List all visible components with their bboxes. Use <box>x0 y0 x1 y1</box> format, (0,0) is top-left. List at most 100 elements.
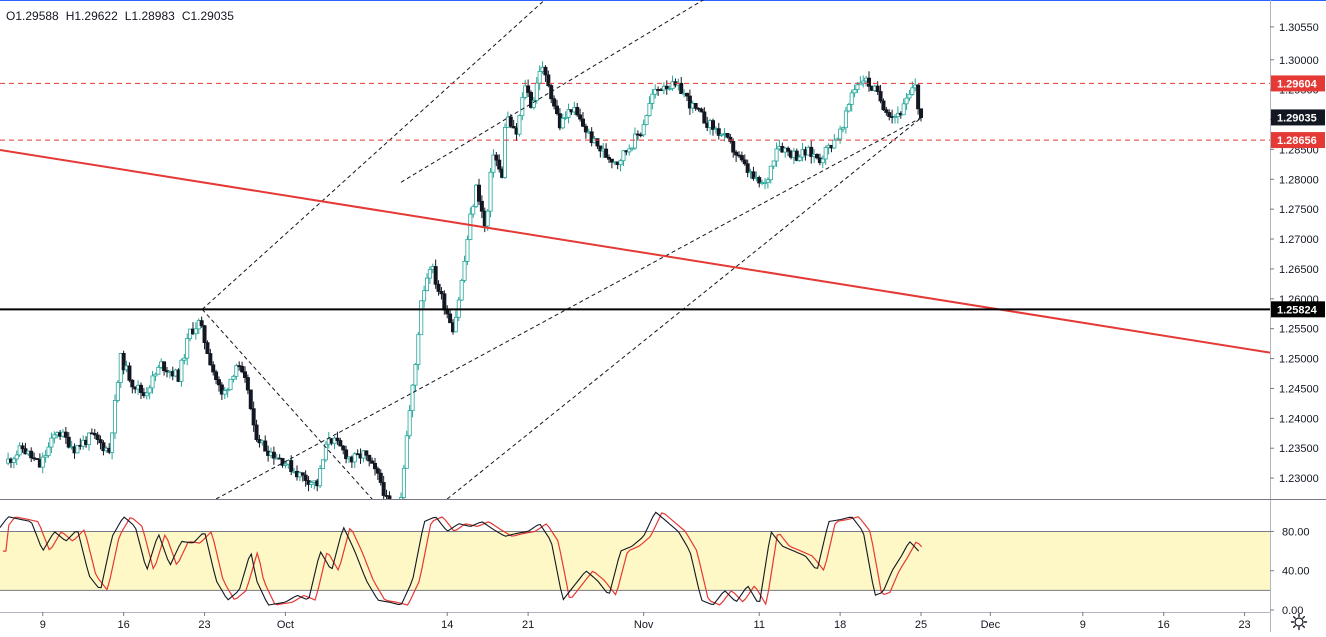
candle <box>228 378 233 391</box>
candle-body <box>575 106 580 116</box>
candle <box>520 92 525 121</box>
candle-body <box>424 277 429 292</box>
candle <box>352 452 357 469</box>
channel-line-3 <box>215 116 923 499</box>
candle-body <box>823 147 828 160</box>
candle-body <box>459 280 464 301</box>
candle <box>242 366 247 383</box>
candle-body <box>92 432 97 436</box>
candle <box>687 89 692 115</box>
candle-body <box>919 108 924 118</box>
candle <box>280 458 285 468</box>
candle <box>205 340 210 355</box>
candle-body <box>52 434 57 439</box>
candle <box>424 273 429 292</box>
candle <box>511 119 516 129</box>
candle-body <box>517 115 522 135</box>
candle-body <box>904 97 909 105</box>
candle <box>394 508 397 528</box>
candle-body <box>887 112 892 117</box>
candle-body <box>494 154 499 161</box>
candle <box>344 445 349 464</box>
candle-body <box>687 95 692 109</box>
candle <box>14 450 19 466</box>
price-tick-label: 1.30550 <box>1279 22 1319 34</box>
candle-body <box>719 133 724 136</box>
stoch-d-line <box>3 512 923 606</box>
candle-body <box>765 179 770 183</box>
candle-body <box>422 290 427 302</box>
candle <box>638 132 643 138</box>
candle <box>849 89 854 112</box>
candle <box>560 113 565 130</box>
candle <box>231 374 236 383</box>
candle <box>75 444 80 454</box>
candle <box>193 322 198 340</box>
candle <box>566 103 571 124</box>
candle-body <box>263 440 268 452</box>
candle <box>407 404 412 440</box>
candle-body <box>849 92 854 105</box>
candle-body <box>757 177 762 184</box>
candle <box>667 85 672 91</box>
candle <box>731 138 736 158</box>
candle <box>843 106 848 134</box>
candle-body <box>436 283 441 292</box>
candle-body <box>679 82 684 95</box>
price-tick-label: 1.27000 <box>1279 234 1319 246</box>
candle-body <box>364 450 369 456</box>
candle-body <box>413 364 418 386</box>
candle <box>797 154 802 162</box>
candle-body <box>630 147 635 150</box>
candle <box>320 459 325 469</box>
candle <box>716 122 721 140</box>
candle <box>367 454 372 467</box>
candle <box>719 133 724 138</box>
candle <box>112 394 117 440</box>
candle <box>40 452 45 474</box>
candle <box>502 123 507 179</box>
candle-body <box>580 118 585 127</box>
candle-body <box>95 434 100 440</box>
candle-body <box>820 158 825 164</box>
candle-body <box>98 439 103 444</box>
candle-body <box>731 141 736 153</box>
candle-body <box>566 109 571 118</box>
candle-body <box>101 442 106 452</box>
candle <box>436 280 441 296</box>
candle-body <box>397 521 400 528</box>
time-tick-label: Nov <box>634 619 654 631</box>
candle-body <box>526 85 531 93</box>
candle-body <box>112 400 117 434</box>
candle-body <box>245 377 250 391</box>
candle <box>208 348 213 366</box>
candle-body <box>875 85 880 92</box>
candle-body <box>49 437 54 448</box>
candle <box>52 431 57 444</box>
candle-body <box>17 445 22 456</box>
candle-body <box>742 159 747 165</box>
candle-body <box>63 431 68 438</box>
candle-body <box>471 206 476 215</box>
candle <box>774 142 779 167</box>
price-badge-label: 1.25824 <box>1277 304 1318 316</box>
candle <box>410 384 415 418</box>
candle-body <box>248 389 253 410</box>
ohlc-low: L1.28983 <box>124 9 175 23</box>
candle-body <box>745 163 750 173</box>
candle-body <box>647 103 652 117</box>
time-tick-label: 21 <box>522 619 534 631</box>
candle-body <box>667 88 672 90</box>
candle <box>341 445 346 455</box>
gear-icon[interactable] <box>1290 613 1308 631</box>
candle-body <box>231 375 236 380</box>
candle-body <box>734 151 739 156</box>
candle <box>488 168 493 218</box>
candle <box>919 108 924 122</box>
candle <box>127 362 132 383</box>
candle-body <box>410 384 415 412</box>
candle-body <box>271 451 276 459</box>
price-tick-label: 1.23000 <box>1279 473 1319 485</box>
